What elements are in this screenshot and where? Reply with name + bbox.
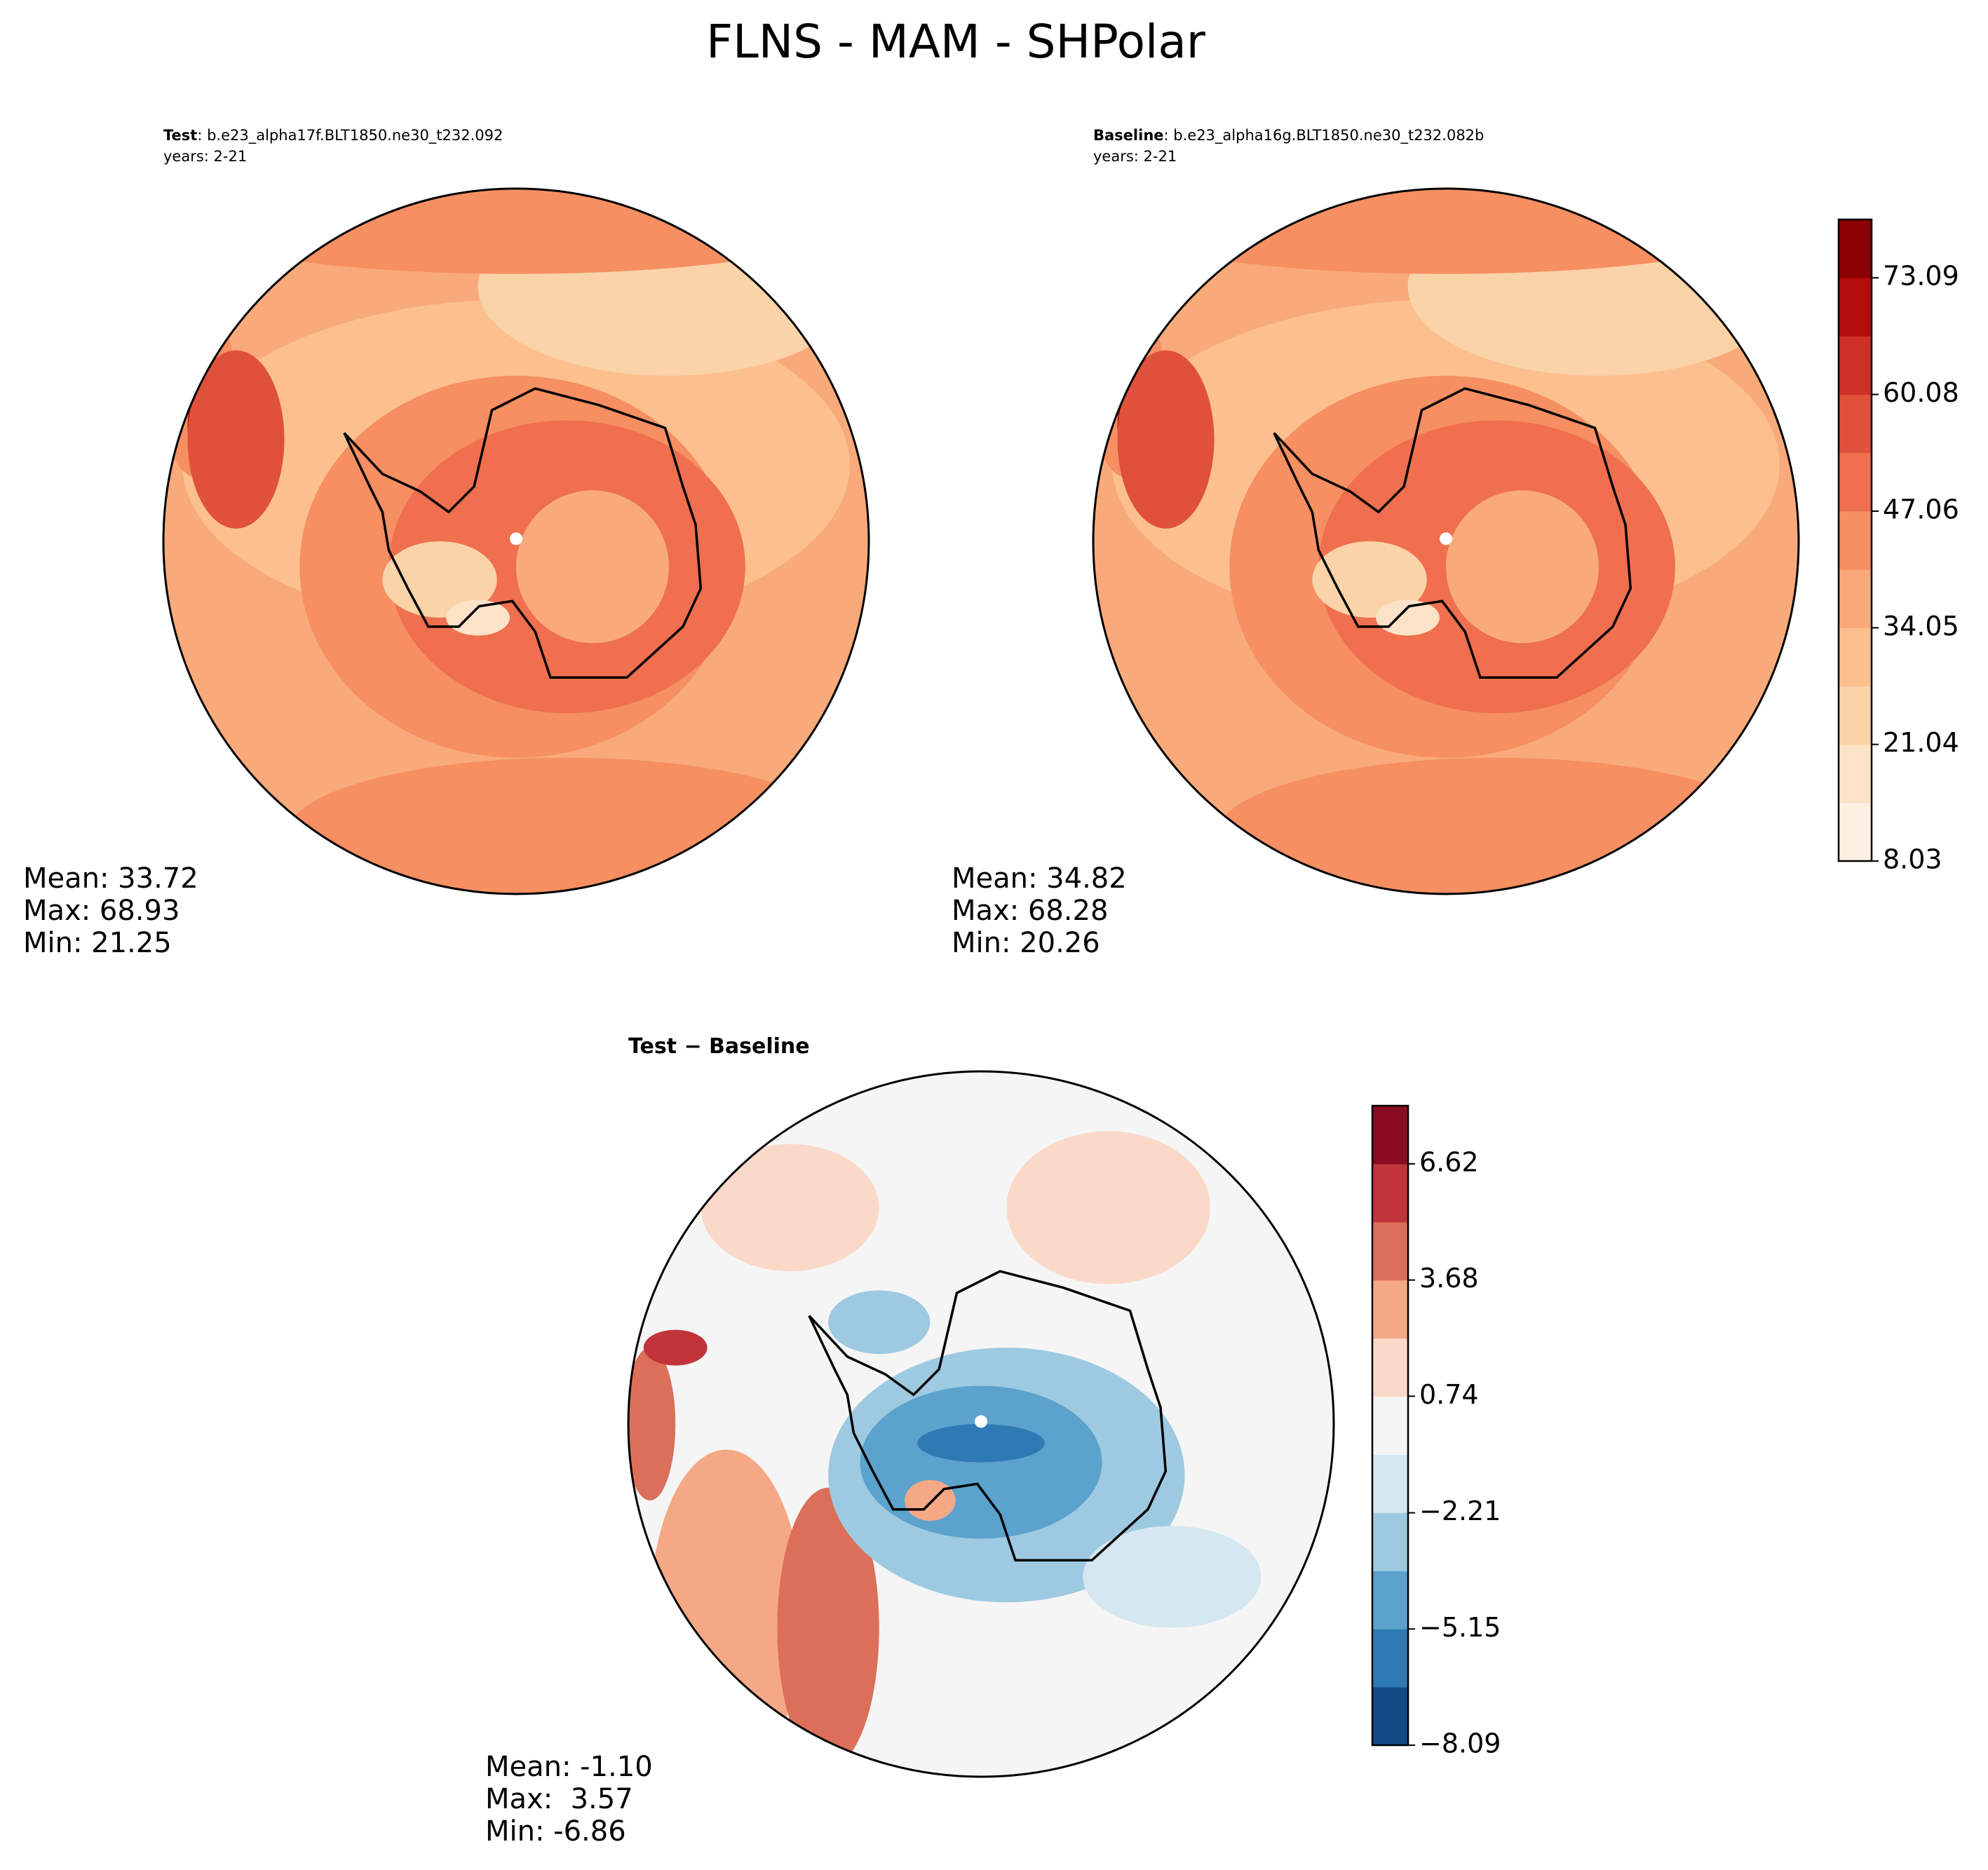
map xyxy=(1093,189,1799,894)
colorbar-band xyxy=(1372,1106,1408,1165)
pole xyxy=(1440,532,1452,546)
colorbar-band xyxy=(1372,1396,1408,1455)
colorbar-band xyxy=(1839,686,1872,745)
stat: Mean: 34.82 xyxy=(952,862,1127,895)
coastline xyxy=(808,1270,1168,1562)
panel-title: Test − Baseline xyxy=(628,1034,810,1059)
stat: Min: 20.26 xyxy=(952,927,1100,959)
contour-region xyxy=(1117,350,1215,529)
stat: Mean: 33.72 xyxy=(23,862,198,895)
stat: Min: -6.86 xyxy=(485,1815,626,1848)
contour-region xyxy=(516,490,669,644)
contour-region xyxy=(1376,599,1440,636)
contour-region xyxy=(860,1385,1102,1539)
panel-label: Test xyxy=(163,127,197,144)
stat: Max: 3.57 xyxy=(485,1783,633,1815)
colorbar-band xyxy=(1372,1338,1408,1397)
coastline xyxy=(343,387,703,679)
colorbar-tick-label: 3.68 xyxy=(1419,1263,1479,1294)
colorbar-tick-label: 73.09 xyxy=(1883,261,1959,292)
colorbar-band xyxy=(1839,452,1872,512)
contour-region xyxy=(777,1487,879,1768)
colorbar-band xyxy=(1372,1687,1408,1746)
colorbar-band xyxy=(1839,802,1872,862)
panel-label: Test − Baseline xyxy=(628,1034,810,1059)
contour-region xyxy=(628,1348,676,1500)
contour-region xyxy=(184,189,848,274)
contour-region xyxy=(1446,490,1599,644)
colorbar-tick-label: 8.03 xyxy=(1883,844,1942,875)
contour-region xyxy=(905,1479,956,1522)
colorbar-band xyxy=(1372,1454,1408,1513)
contour-region xyxy=(1312,541,1427,618)
contour-region xyxy=(701,1144,879,1272)
panel-label: Baseline xyxy=(1093,127,1164,144)
colorbar-tick-label: 6.62 xyxy=(1419,1146,1479,1177)
colorbar-band xyxy=(1839,569,1872,628)
pole xyxy=(975,1415,987,1428)
map-border xyxy=(162,187,870,895)
colorbar-band xyxy=(1372,1163,1408,1223)
colorbar-tick-label: −2.21 xyxy=(1419,1496,1501,1526)
colorbar-frame xyxy=(1371,1104,1409,1747)
contour-region xyxy=(382,541,497,618)
contour-region xyxy=(1006,1131,1210,1285)
contour-region xyxy=(446,599,510,636)
colorbar-band xyxy=(1372,1629,1408,1688)
stat: Mean: -1.10 xyxy=(485,1751,653,1783)
colorbar-band xyxy=(1839,219,1872,278)
colorbar-band xyxy=(1839,336,1872,395)
colorbar-tick-label: −5.15 xyxy=(1419,1612,1501,1643)
contour-region xyxy=(1217,757,1778,894)
colorbar-tick-label: 47.06 xyxy=(1883,494,1959,525)
contour-region xyxy=(643,1329,708,1366)
colorbar-band xyxy=(1839,510,1872,570)
colorbar-band xyxy=(1372,1512,1408,1571)
years: years: 2-21 xyxy=(163,148,247,165)
colorbar-band xyxy=(1839,394,1872,454)
contour-region xyxy=(287,757,848,894)
colorbar-tick-label: 21.04 xyxy=(1883,727,1959,758)
colorbar-frame xyxy=(1837,218,1873,862)
colorbar-tick-label: 34.05 xyxy=(1883,611,1959,642)
panel-title: Test: b.e23_alpha17f.BLT1850.ne30_t232.0… xyxy=(163,127,503,144)
map xyxy=(163,189,869,894)
stat: Max: 68.93 xyxy=(23,895,180,927)
stat: Min: 21.25 xyxy=(23,927,172,959)
pole xyxy=(510,532,522,546)
colorbar-band xyxy=(1839,744,1872,804)
colorbar-band xyxy=(1372,1221,1408,1281)
map-border xyxy=(1092,187,1800,895)
contour-region xyxy=(1083,1526,1262,1628)
years: years: 2-21 xyxy=(1093,148,1177,165)
colorbar-tick-label: 0.74 xyxy=(1419,1379,1479,1410)
contour-region xyxy=(187,350,285,529)
coastline xyxy=(1273,387,1632,679)
colorbar-band xyxy=(1839,628,1872,686)
colorbar-band xyxy=(1839,278,1872,337)
colorbar-tick-label: −8.09 xyxy=(1419,1728,1501,1759)
case-name: : b.e23_alpha16g.BLT1850.ne30_t232.082b xyxy=(1164,127,1485,144)
panel-title: Baseline: b.e23_alpha16g.BLT1850.ne30_t2… xyxy=(1093,127,1484,144)
stat: Max: 68.28 xyxy=(952,895,1108,927)
colorbar-band xyxy=(1372,1280,1408,1339)
case-name: : b.e23_alpha17f.BLT1850.ne30_t232.092 xyxy=(197,127,503,144)
contour-region xyxy=(828,1290,931,1355)
figure-title: FLNS - MAM - SHPolar xyxy=(706,15,1206,69)
map-border xyxy=(627,1070,1335,1778)
map xyxy=(628,1071,1334,1777)
contour-region xyxy=(917,1424,1045,1463)
colorbar-tick-label: 60.08 xyxy=(1883,377,1959,408)
colorbar-band xyxy=(1372,1571,1408,1630)
contour-region xyxy=(1114,189,1778,274)
